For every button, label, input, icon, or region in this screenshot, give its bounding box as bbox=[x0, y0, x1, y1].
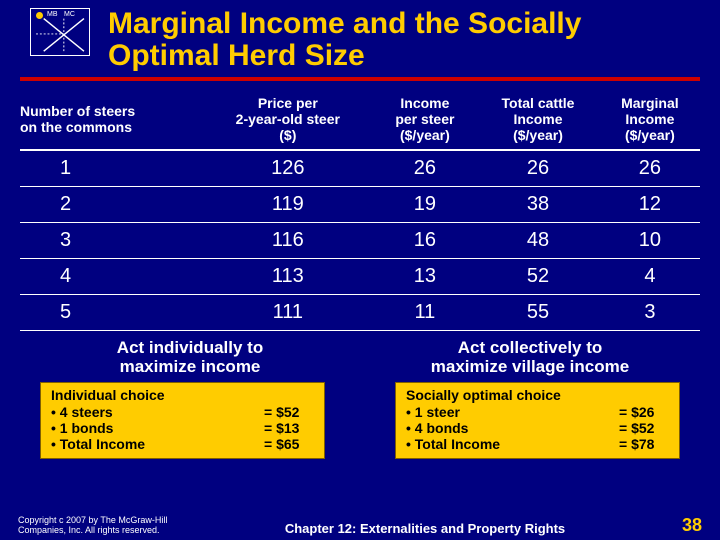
table-cell: 52 bbox=[476, 259, 600, 295]
table-cell: 11 bbox=[374, 295, 477, 331]
individual-choice-box: Individual choice • 4 steers= $52 • 1 bo… bbox=[40, 382, 325, 459]
table-cell: 19 bbox=[374, 187, 477, 223]
info-boxes: Individual choice • 4 steers= $52 • 1 bo… bbox=[40, 382, 680, 459]
caption-collective: Act collectively tomaximize village inco… bbox=[360, 339, 700, 376]
table-cell: 113 bbox=[202, 259, 374, 295]
table-row: 2119193812 bbox=[20, 187, 700, 223]
table-cell: 16 bbox=[374, 223, 477, 259]
table-cell: 26 bbox=[476, 150, 600, 187]
box-title: Individual choice bbox=[51, 387, 314, 403]
table-cell: 5 bbox=[20, 295, 202, 331]
captions-row: Act individually tomaximize income Act c… bbox=[20, 339, 700, 376]
header-steers: Number of steerson the commons bbox=[20, 91, 202, 150]
table-cell: 111 bbox=[202, 295, 374, 331]
table-cell: 4 bbox=[600, 259, 700, 295]
chapter-label: Chapter 12: Externalities and Property R… bbox=[188, 521, 662, 536]
page-title: Marginal Income and the Socially Optimal… bbox=[108, 8, 700, 71]
table-cell: 10 bbox=[600, 223, 700, 259]
header-total-income: Total cattleIncome($/year) bbox=[476, 91, 600, 150]
divider bbox=[20, 77, 700, 81]
data-table: Number of steerson the commons Price per… bbox=[20, 91, 700, 331]
socially-optimal-box: Socially optimal choice • 1 steer= $26 •… bbox=[395, 382, 680, 459]
table-cell: 3 bbox=[20, 223, 202, 259]
header-income-steer: Incomeper steer($/year) bbox=[374, 91, 477, 150]
table-cell: 2 bbox=[20, 187, 202, 223]
header-price: Price per2-year-old steer($) bbox=[202, 91, 374, 150]
header-marginal-income: MarginalIncome($/year) bbox=[600, 91, 700, 150]
table-row: 1126262626 bbox=[20, 150, 700, 187]
footer: Copyright c 2007 by The McGraw-Hill Comp… bbox=[0, 515, 720, 536]
table-cell: 1 bbox=[20, 150, 202, 187]
table-cell: 55 bbox=[476, 295, 600, 331]
table-cell: 12 bbox=[600, 187, 700, 223]
header: MB MC Marginal Income and the Socially O… bbox=[0, 0, 720, 71]
table-row: 411313524 bbox=[20, 259, 700, 295]
copyright: Copyright c 2007 by The McGraw-Hill Comp… bbox=[18, 516, 188, 536]
table-cell: 119 bbox=[202, 187, 374, 223]
table-row: 3116164810 bbox=[20, 223, 700, 259]
page-number: 38 bbox=[662, 515, 702, 536]
table-cell: 116 bbox=[202, 223, 374, 259]
table-cell: 126 bbox=[202, 150, 374, 187]
table-cell: 26 bbox=[374, 150, 477, 187]
table-cell: 3 bbox=[600, 295, 700, 331]
mb-mc-icon: MB MC bbox=[30, 8, 90, 56]
table-cell: 26 bbox=[600, 150, 700, 187]
table-cell: 4 bbox=[20, 259, 202, 295]
table-cell: 38 bbox=[476, 187, 600, 223]
table-cell: 13 bbox=[374, 259, 477, 295]
table-cell: 48 bbox=[476, 223, 600, 259]
box-title: Socially optimal choice bbox=[406, 387, 669, 403]
cross-lines-icon bbox=[31, 9, 89, 55]
caption-individual: Act individually tomaximize income bbox=[20, 339, 360, 376]
table-row: 511111553 bbox=[20, 295, 700, 331]
